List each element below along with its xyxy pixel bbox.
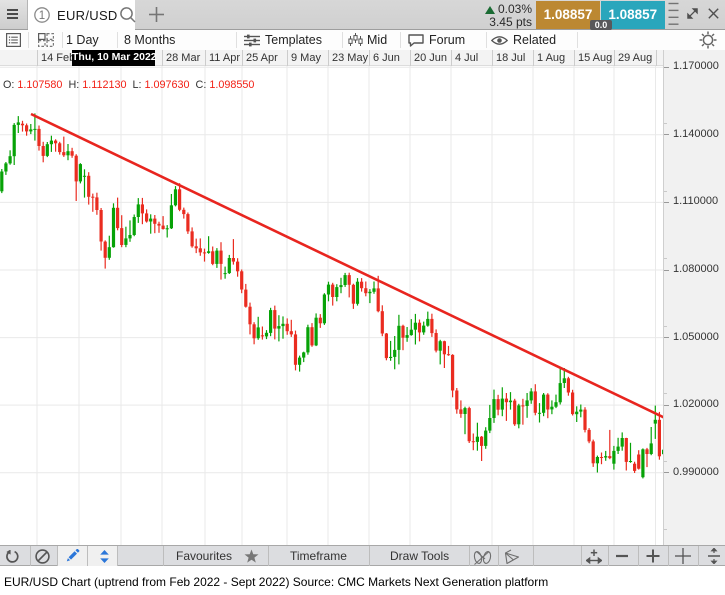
- svg-text:1: 1: [39, 10, 45, 22]
